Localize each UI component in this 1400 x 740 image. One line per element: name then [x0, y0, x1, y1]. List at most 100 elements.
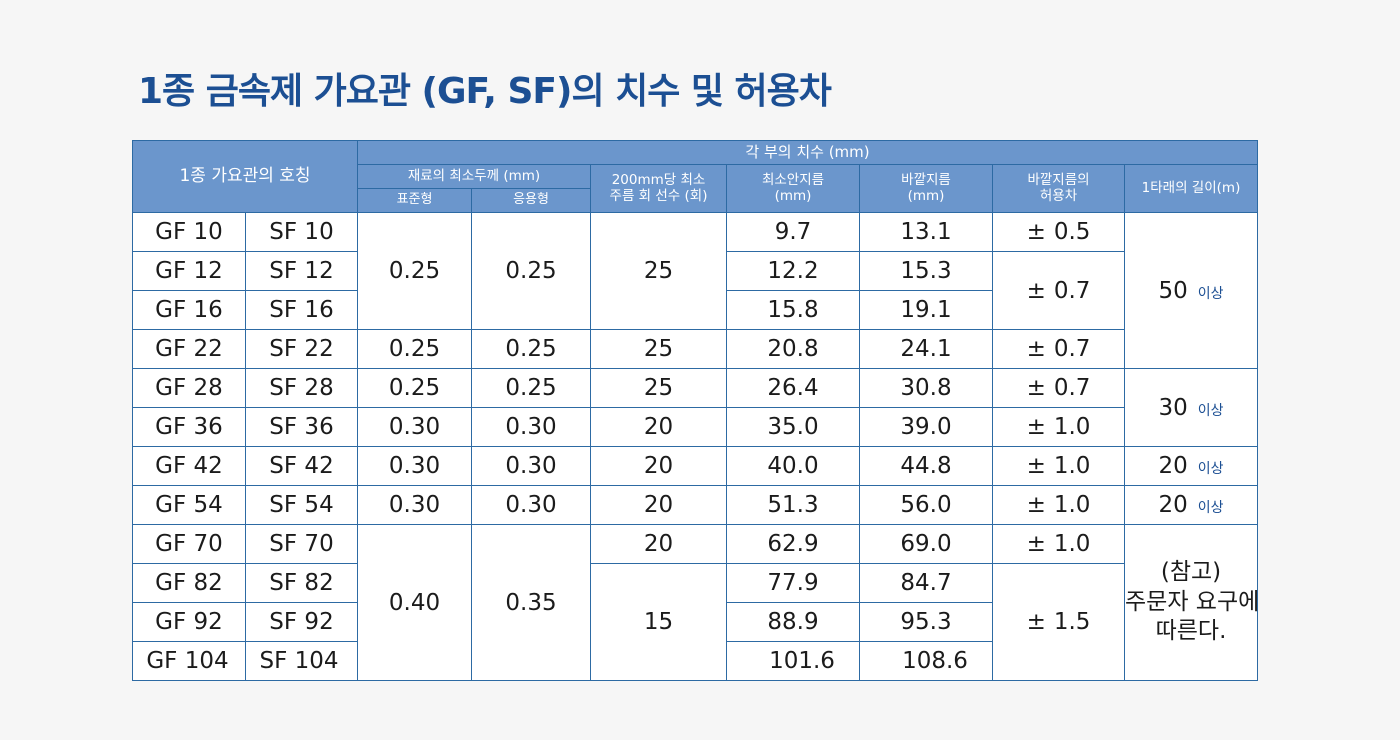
- outer-diameter: 84.7: [859, 563, 994, 603]
- dimension-table: 1종 가요관의 호칭 각 부의 치수 (mm) 재료의 최소두께 (mm) 20…: [131, 140, 1259, 681]
- gf-designation: GF 82: [132, 563, 246, 603]
- outer-diameter: 30.8: [859, 368, 994, 408]
- tolerance-header-line1: 바깥지름의: [1027, 171, 1090, 188]
- coil-length: 20 이상: [1124, 446, 1259, 486]
- inner-diameter-header-line1: 최소안지름: [761, 171, 825, 188]
- tolerance-value: 0.5: [1053, 219, 1091, 245]
- sf-designation: SF 28: [244, 368, 359, 408]
- gf-designation: GF 104: [132, 641, 246, 681]
- table-row: GF 104 SF 104 101.6 108.6: [132, 641, 1258, 681]
- table-row: GF 54 SF 54 0.30 0.30 20 51.3 56.0 ±1.0 …: [132, 485, 1259, 525]
- min-thickness-header: 재료의 최소두께 (mm): [357, 164, 592, 189]
- length-value: 50: [1158, 277, 1188, 304]
- outer-diameter: 24.1: [859, 329, 994, 369]
- inner-diameter: 77.9: [726, 563, 861, 603]
- min-turns: 20: [590, 407, 728, 447]
- min-turns: 15: [590, 563, 728, 681]
- plus-minus-symbol: ±: [1026, 609, 1046, 635]
- thickness-standard: 0.25: [357, 329, 473, 369]
- sf-designation: SF 54: [244, 485, 359, 525]
- inner-diameter: 88.9: [726, 602, 861, 642]
- table-row: GF 22 SF 22 0.25 0.25 25 20.8 24.1 ±0.7: [132, 329, 1258, 369]
- min-turns-header-line2: 주름 회 선수 (회): [609, 187, 708, 204]
- length-suffix: 이상: [1197, 285, 1224, 302]
- tolerance-header: 바깥지름의 허용차: [992, 164, 1126, 213]
- outer-diameter: 95.3: [859, 602, 994, 642]
- min-turns-header-line1: 200mm당 최소: [611, 171, 706, 188]
- inner-diameter: 35.0: [726, 407, 861, 447]
- plus-minus-symbol: ±: [1026, 336, 1046, 362]
- outer-diameter: 44.8: [859, 446, 994, 486]
- min-turns: 20: [590, 485, 728, 525]
- gf-designation: GF 12: [132, 251, 246, 291]
- inner-diameter: 40.0: [726, 446, 861, 486]
- inner-diameter: 15.8: [726, 290, 861, 330]
- min-turns: 20: [590, 446, 728, 486]
- plus-minus-symbol: ±: [1026, 453, 1046, 479]
- sf-designation: SF 82: [244, 563, 359, 603]
- coil-length: 30 이상: [1124, 368, 1259, 447]
- table-row: GF 82 SF 82 15 77.9 84.7 ±1.5: [132, 563, 1258, 681]
- outer-diameter: 69.0: [859, 524, 994, 564]
- note-line2: 주문자 요구에: [1125, 588, 1258, 615]
- designation-header: 1종 가요관의 호칭: [131, 140, 359, 213]
- gf-designation: GF 42: [132, 446, 246, 486]
- thickness-applied: 0.30: [471, 407, 592, 447]
- plus-minus-symbol: ±: [1026, 414, 1046, 440]
- outer-diameter: 56.0: [859, 485, 994, 525]
- outer-diameter: 39.0: [859, 407, 994, 447]
- coil-length: 20 이상: [1124, 485, 1259, 525]
- thickness-applied: 0.25: [471, 368, 592, 408]
- outer-diameter: 15.3: [859, 251, 994, 291]
- thickness-applied: 0.25: [471, 329, 592, 369]
- outer-tolerance: ±0.7: [992, 251, 1126, 330]
- sf-designation: SF 10: [244, 212, 359, 252]
- plus-minus-symbol: ±: [1026, 277, 1046, 304]
- inner-diameter: 9.7: [726, 212, 861, 252]
- thickness-standard: 0.40: [357, 524, 473, 681]
- tolerance-value: 1.5: [1053, 609, 1091, 635]
- inner-diameter: 20.8: [726, 329, 861, 369]
- thickness-standard: 0.30: [357, 446, 473, 486]
- sf-designation: SF 92: [244, 602, 359, 642]
- min-turns-header: 200mm당 최소 주름 회 선수 (회): [590, 164, 728, 213]
- gf-designation: GF 10: [132, 212, 246, 252]
- length-header: 1타래의 길이(m): [1124, 164, 1259, 213]
- outer-tolerance: ±0.7: [992, 329, 1126, 369]
- outer-tolerance: ±1.0: [992, 407, 1126, 447]
- length-value: 20: [1158, 453, 1188, 479]
- outer-tolerance: ±1.5: [992, 563, 1126, 681]
- outer-tolerance: ±1.0: [992, 485, 1126, 525]
- tolerance-value: 1.0: [1053, 414, 1091, 440]
- length-value: 20: [1158, 492, 1188, 518]
- tolerance-header-line2: 허용차: [1039, 187, 1078, 204]
- outer-diameter: 13.1: [859, 212, 994, 252]
- plus-minus-symbol: ±: [1026, 531, 1046, 557]
- inner-diameter: 62.9: [726, 524, 861, 564]
- sf-designation: SF 22: [244, 329, 359, 369]
- min-turns: 25: [590, 329, 728, 369]
- outer-diameter-header-line1: 바깥지름: [901, 171, 951, 188]
- table-row: GF 36 SF 36 0.30 0.30 20 35.0 39.0 ±1.0: [132, 407, 1258, 447]
- page-title: 1종 금속제 가요관 (GF, SF)의 치수 및 허용차: [138, 71, 832, 112]
- gf-designation: GF 28: [132, 368, 246, 408]
- tolerance-value: 1.0: [1053, 453, 1091, 479]
- outer-diameter: 19.1: [859, 290, 994, 330]
- standard-type-header: 표준형: [357, 188, 473, 213]
- outer-tolerance: ±1.0: [992, 446, 1126, 486]
- thickness-applied: 0.30: [471, 446, 592, 486]
- sf-designation: SF 104: [244, 641, 359, 681]
- thickness-applied: 0.30: [471, 485, 592, 525]
- gf-designation: GF 16: [132, 290, 246, 330]
- outer-tolerance: ±0.5: [992, 212, 1126, 252]
- table-row: GF 28 SF 28 0.25 0.25 25 26.4 30.8 ±0.7 …: [132, 368, 1259, 447]
- gf-designation: GF 22: [132, 329, 246, 369]
- gf-designation: GF 36: [132, 407, 246, 447]
- plus-minus-symbol: ±: [1026, 219, 1046, 245]
- gf-designation: GF 70: [132, 524, 246, 564]
- sf-designation: SF 36: [244, 407, 359, 447]
- table-row: GF 12 SF 12 12.2 15.3 ±0.7: [132, 251, 1258, 330]
- length-suffix: 이상: [1197, 461, 1224, 477]
- inner-diameter: 101.6: [726, 641, 861, 681]
- inner-diameter: 26.4: [726, 368, 861, 408]
